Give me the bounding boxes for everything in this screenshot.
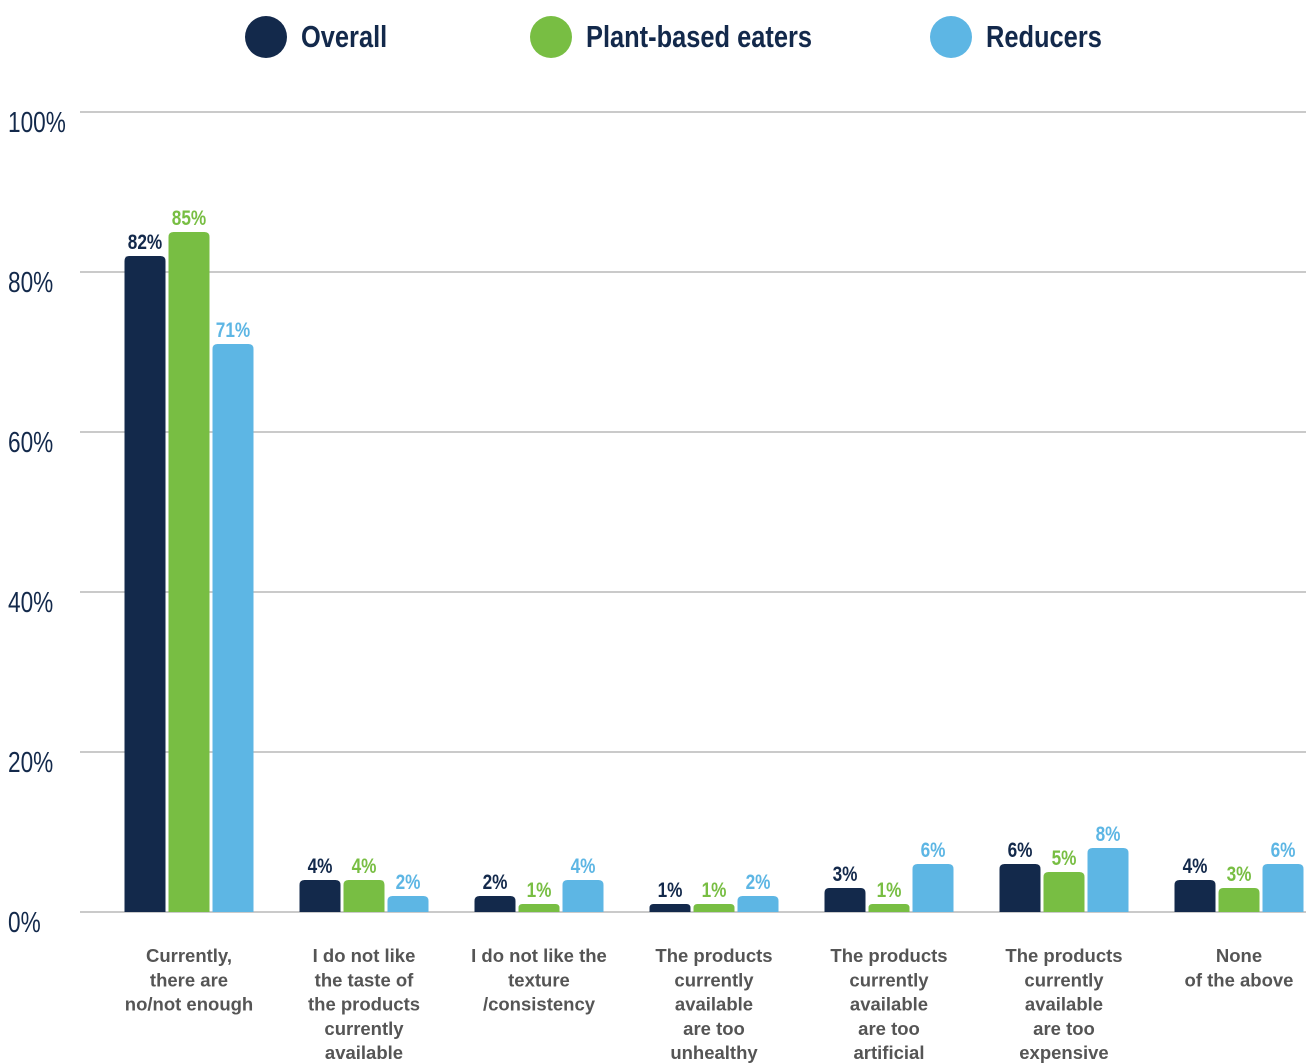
legend-swatch-plant-based-eaters: [530, 16, 572, 58]
bar: [518, 904, 560, 912]
data-label: 6%: [1271, 840, 1296, 863]
category-labels: Currently, there are no/not enough I do not…: [125, 945, 1294, 1063]
data-label: 5%: [1052, 848, 1077, 871]
legend-label-overall: Overall: [301, 19, 388, 54]
bar: [124, 256, 166, 912]
bar: [1262, 864, 1304, 912]
legend-swatch-reducers: [930, 16, 972, 58]
bars: [124, 232, 1304, 912]
data-label: 8%: [1096, 824, 1121, 847]
y-axis-ticks: 0% 20% 40% 60% 80% 100%: [8, 105, 66, 938]
data-label: 6%: [1008, 840, 1033, 863]
legend-label-plant-based-eaters: Plant-based eaters: [586, 19, 813, 54]
data-label: 2%: [483, 872, 508, 895]
bar: [212, 344, 254, 912]
bar: [168, 232, 210, 912]
category-label: Currently, there are no/not enough: [125, 945, 253, 1015]
bar: [1218, 888, 1260, 912]
data-label: 2%: [746, 872, 771, 895]
legend: Overall Plant-based eaters Reducers: [0, 12, 1312, 62]
y-tick-label: 40%: [8, 585, 53, 618]
legend-label-reducers: Reducers: [986, 19, 1102, 54]
category-label: I do not like the texture/consistency: [471, 945, 607, 1015]
legend-swatch-overall: [245, 16, 287, 58]
data-label: 1%: [877, 880, 902, 903]
data-label: 4%: [352, 856, 377, 879]
value-labels: 82% 85% 71% 4% 4% 2% 2% 1% 4% 1% 1% 2% 3% 1% 6% 6% 5% 8% 4…: [128, 208, 1296, 903]
data-label: 2%: [396, 872, 421, 895]
bar: [999, 864, 1041, 912]
category-label: The products currently available are too art…: [830, 945, 947, 1063]
bar: [693, 904, 735, 912]
bar: [387, 896, 429, 912]
category-label: The products currently available are too exp…: [1005, 945, 1122, 1063]
data-label: 1%: [658, 880, 683, 903]
bar: [299, 880, 341, 912]
legend-item-overall: Overall: [245, 12, 406, 62]
bar: [1043, 872, 1085, 912]
y-tick-label: 60%: [8, 425, 53, 458]
data-label: 6%: [921, 840, 946, 863]
y-tick-label: 80%: [8, 265, 53, 298]
data-label: 4%: [571, 856, 596, 879]
bar: [343, 880, 385, 912]
data-label: 4%: [308, 856, 333, 879]
data-label: 71%: [216, 320, 250, 343]
bar: [737, 896, 779, 912]
legend-item-reducers: Reducers: [930, 12, 1127, 62]
bar: [562, 880, 604, 912]
category-label: The products currently available are too unh…: [655, 945, 772, 1063]
gridlines: [80, 111, 1306, 913]
bar: [824, 888, 866, 912]
bar: [868, 904, 910, 912]
legend-item-plant-based-eaters: Plant-based eaters: [530, 12, 862, 62]
y-tick-label: 20%: [8, 745, 53, 778]
bar: [474, 896, 516, 912]
bar: [1174, 880, 1216, 912]
category-label: I do not like the taste of the products cur…: [308, 945, 420, 1063]
data-label: 3%: [833, 864, 858, 887]
data-label: 85%: [172, 208, 206, 231]
data-label: 3%: [1227, 864, 1252, 887]
y-tick-label: 100%: [8, 105, 66, 138]
y-tick-label: 0%: [8, 905, 41, 938]
bar: [1087, 848, 1129, 912]
data-label: 1%: [527, 880, 552, 903]
category-label: None of the above: [1185, 945, 1294, 990]
bar: [912, 864, 954, 912]
data-label: 1%: [702, 880, 727, 903]
bar: [649, 904, 691, 912]
data-label: 82%: [128, 232, 162, 255]
data-label: 4%: [1183, 856, 1208, 879]
